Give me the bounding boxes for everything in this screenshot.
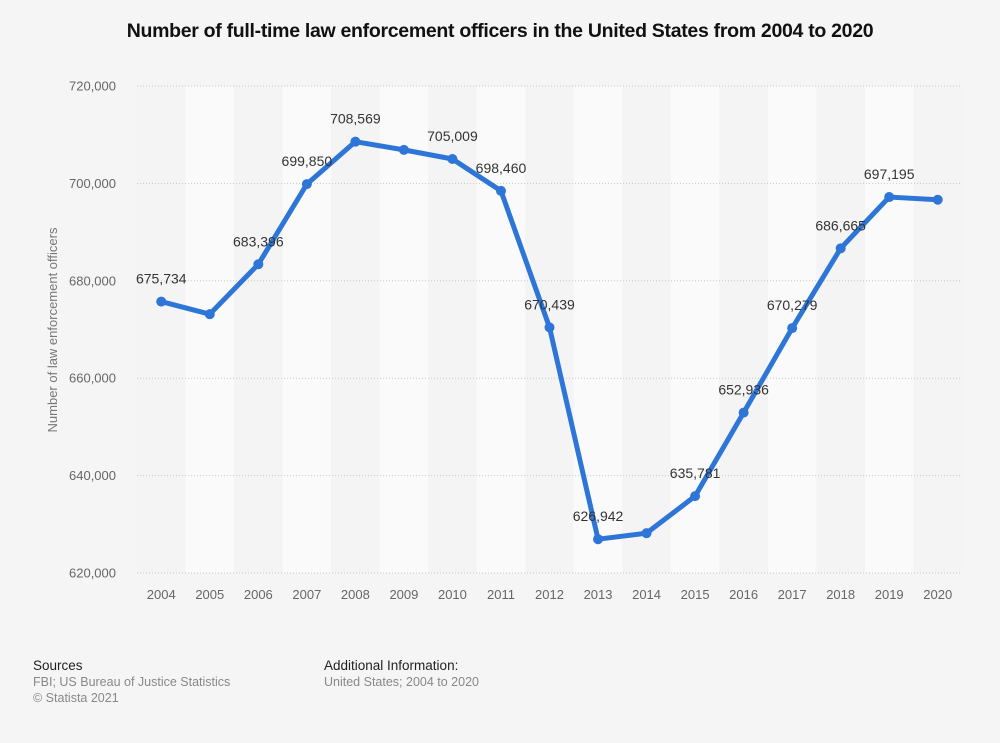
y-tick-label: 660,000 bbox=[69, 371, 116, 386]
band-2013 bbox=[573, 86, 623, 573]
x-tick-label: 2013 bbox=[584, 587, 613, 602]
x-tick-label: 2016 bbox=[729, 587, 758, 602]
x-tick-label: 2010 bbox=[438, 587, 467, 602]
data-label-2013: 626,942 bbox=[573, 508, 624, 524]
data-point-2019[interactable] bbox=[884, 192, 895, 203]
x-tick-label: 2014 bbox=[632, 587, 661, 602]
data-point-2017[interactable] bbox=[787, 323, 798, 334]
x-tick-label: 2008 bbox=[341, 587, 370, 602]
data-point-2005[interactable] bbox=[204, 309, 215, 320]
data-point-2009[interactable] bbox=[398, 144, 409, 155]
band-2008 bbox=[331, 86, 380, 573]
y-tick-label: 640,000 bbox=[69, 468, 116, 483]
data-label-2004: 675,734 bbox=[136, 271, 187, 287]
band-2020 bbox=[913, 86, 962, 573]
data-label-2012: 670,439 bbox=[524, 296, 575, 312]
data-point-2020[interactable] bbox=[932, 194, 943, 205]
band-2006 bbox=[234, 86, 283, 573]
additional-info-heading: Additional Information: bbox=[324, 658, 459, 673]
data-point-2018[interactable] bbox=[835, 243, 846, 254]
data-label-2018: 686,665 bbox=[815, 217, 866, 233]
x-tick-label: 2011 bbox=[487, 587, 515, 602]
gridlines bbox=[137, 85, 962, 574]
data-point-2014[interactable] bbox=[641, 528, 652, 539]
x-tick-label: 2018 bbox=[826, 587, 855, 602]
additional-info-text: United States; 2004 to 2020 bbox=[324, 675, 479, 689]
y-tick-label: 620,000 bbox=[69, 566, 116, 581]
additional-info-block: Additional Information: United States; 2… bbox=[324, 658, 479, 690]
data-point-2004[interactable] bbox=[156, 296, 167, 307]
band-2016 bbox=[719, 86, 768, 573]
data-point-2006[interactable] bbox=[253, 259, 264, 270]
x-tick-label: 2019 bbox=[875, 587, 904, 602]
data-label-2017: 670,279 bbox=[767, 297, 818, 313]
x-tick-label: 2020 bbox=[923, 587, 952, 602]
data-point-2016[interactable] bbox=[738, 407, 749, 418]
sources-block: Sources FBI; US Bureau of Justice Statis… bbox=[33, 658, 230, 706]
data-label-2011: 698,460 bbox=[476, 160, 527, 176]
data-point-2015[interactable] bbox=[690, 491, 701, 502]
sources-heading: Sources bbox=[33, 658, 83, 673]
band-2014 bbox=[622, 86, 671, 573]
data-label-2019: 697,195 bbox=[864, 166, 915, 182]
data-label-2007: 699,850 bbox=[282, 153, 333, 169]
band-2019 bbox=[864, 86, 914, 573]
data-point-2008[interactable] bbox=[350, 136, 361, 147]
x-tick-label: 2012 bbox=[535, 587, 564, 602]
data-label-2016: 652,936 bbox=[718, 382, 769, 398]
y-tick-label: 700,000 bbox=[69, 176, 116, 191]
chart-title: Number of full-time law enforcement offi… bbox=[126, 20, 874, 42]
data-label-2006: 683,396 bbox=[233, 233, 284, 249]
band-2005 bbox=[185, 86, 235, 573]
data-label-2008: 708,569 bbox=[330, 111, 381, 127]
background-bands bbox=[137, 86, 962, 573]
x-tick-label: 2007 bbox=[292, 587, 321, 602]
band-2009 bbox=[379, 86, 429, 573]
data-labels: 675,734 683,396 699,850 708,569 705,009 698,4… bbox=[136, 111, 915, 525]
y-tick-label: 720,000 bbox=[69, 79, 116, 94]
band-2004 bbox=[137, 86, 186, 573]
x-tick-label: 2015 bbox=[681, 587, 710, 602]
copyright: © Statista 2021 bbox=[33, 691, 119, 705]
sources-text: FBI; US Bureau of Justice Statistics bbox=[33, 675, 231, 689]
x-tick-label: 2009 bbox=[389, 587, 418, 602]
x-axis-ticks: 2004 2005 2006 2007 2008 2009 2010 2011 2012 2013… bbox=[147, 587, 952, 602]
y-axis-label: Number of law enforcement officers bbox=[45, 227, 60, 432]
data-points bbox=[156, 136, 943, 545]
x-tick-label: 2006 bbox=[244, 587, 273, 602]
data-point-2012[interactable] bbox=[544, 322, 555, 333]
data-point-2007[interactable] bbox=[301, 179, 312, 190]
data-label-2015: 635,781 bbox=[670, 465, 721, 481]
band-2011 bbox=[476, 86, 526, 573]
data-label-2010: 705,009 bbox=[427, 128, 478, 144]
band-2018 bbox=[816, 86, 865, 573]
y-tick-label: 680,000 bbox=[69, 273, 116, 288]
data-point-2013[interactable] bbox=[593, 534, 604, 545]
x-tick-label: 2004 bbox=[147, 587, 176, 602]
x-tick-label: 2005 bbox=[195, 587, 224, 602]
x-tick-label: 2017 bbox=[778, 587, 807, 602]
data-point-2010[interactable] bbox=[447, 154, 458, 165]
y-axis-ticks: 620,000 640,000 660,000 680,000 700,000 720,0… bbox=[69, 79, 116, 581]
data-point-2011[interactable] bbox=[495, 185, 506, 196]
